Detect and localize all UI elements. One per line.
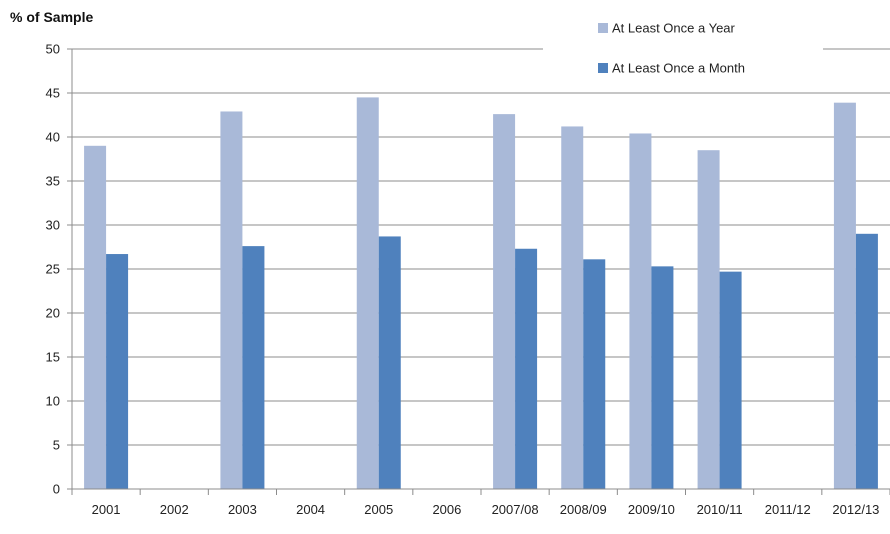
- y-tick-label-35: 35: [46, 174, 60, 189]
- y-tick-label-50: 50: [46, 42, 60, 57]
- bar-month-2001: [106, 254, 129, 489]
- y-tick-label-20: 20: [46, 306, 60, 321]
- gridlines: [72, 48, 890, 446]
- bar-month-2003: [242, 246, 265, 489]
- x-tick-label-2010-11: 2010/11: [697, 502, 743, 517]
- x-tick-label-2005: 2005: [364, 502, 393, 517]
- legend: At Least Once a Year At Least Once a Mont…: [543, 12, 823, 82]
- y-axis-title: % of Sample: [10, 9, 93, 25]
- bar-month-2007-08: [515, 248, 538, 489]
- bar-year-2008-09: [561, 126, 584, 489]
- y-tick-label-10: 10: [46, 394, 60, 409]
- axes: 0 5 10 15 20 25 30 35 40 45 50 2001 2002 2003 2004 2005…: [46, 42, 890, 517]
- bar-year-2007-08: [493, 114, 516, 490]
- legend-label-month: At Least Once a Month: [612, 61, 745, 76]
- bar-year-2012-13: [833, 102, 856, 490]
- x-tick-label-2006: 2006: [432, 502, 461, 517]
- bar-month-2005: [378, 236, 401, 489]
- bar-month-2012-13: [855, 233, 878, 489]
- bar-year-2010-11: [697, 150, 720, 489]
- legend-label-year: At Least Once a Year: [612, 21, 736, 36]
- y-tick-label-30: 30: [46, 218, 60, 233]
- bar-month-2009-10: [651, 266, 674, 489]
- bar-year-2003: [220, 111, 243, 489]
- y-tick-label-15: 15: [46, 350, 60, 365]
- x-tick-label-2003: 2003: [228, 502, 257, 517]
- x-tick-label-2002: 2002: [160, 502, 189, 517]
- legend-swatch-year: [598, 23, 608, 33]
- x-tick-label-2012-13: 2012/13: [832, 502, 879, 517]
- legend-background: [543, 12, 823, 82]
- legend-swatch-month: [598, 63, 608, 73]
- bar-month-2010-11: [719, 271, 742, 489]
- y-tick-label-25: 25: [46, 262, 60, 277]
- x-tick-label-2007-08: 2007/08: [492, 502, 539, 517]
- bar-month-2008-09: [583, 259, 606, 489]
- bar-year-2009-10: [629, 133, 652, 490]
- y-tick-label-0: 0: [53, 482, 60, 497]
- y-tick-label-40: 40: [46, 130, 60, 145]
- bar-year-2001: [84, 145, 107, 490]
- x-tick-label-2004: 2004: [296, 502, 325, 517]
- x-tick-label-2009-10: 2009/10: [628, 502, 675, 517]
- x-tick-label-2008-09: 2008/09: [560, 502, 607, 517]
- y-tick-label-5: 5: [53, 438, 60, 453]
- x-tick-label-2011-12: 2011/12: [765, 502, 811, 517]
- bar-year-2005: [356, 97, 379, 490]
- x-tick-label-2001: 2001: [92, 502, 121, 517]
- y-tick-label-45: 45: [46, 86, 60, 101]
- bars: [84, 97, 878, 490]
